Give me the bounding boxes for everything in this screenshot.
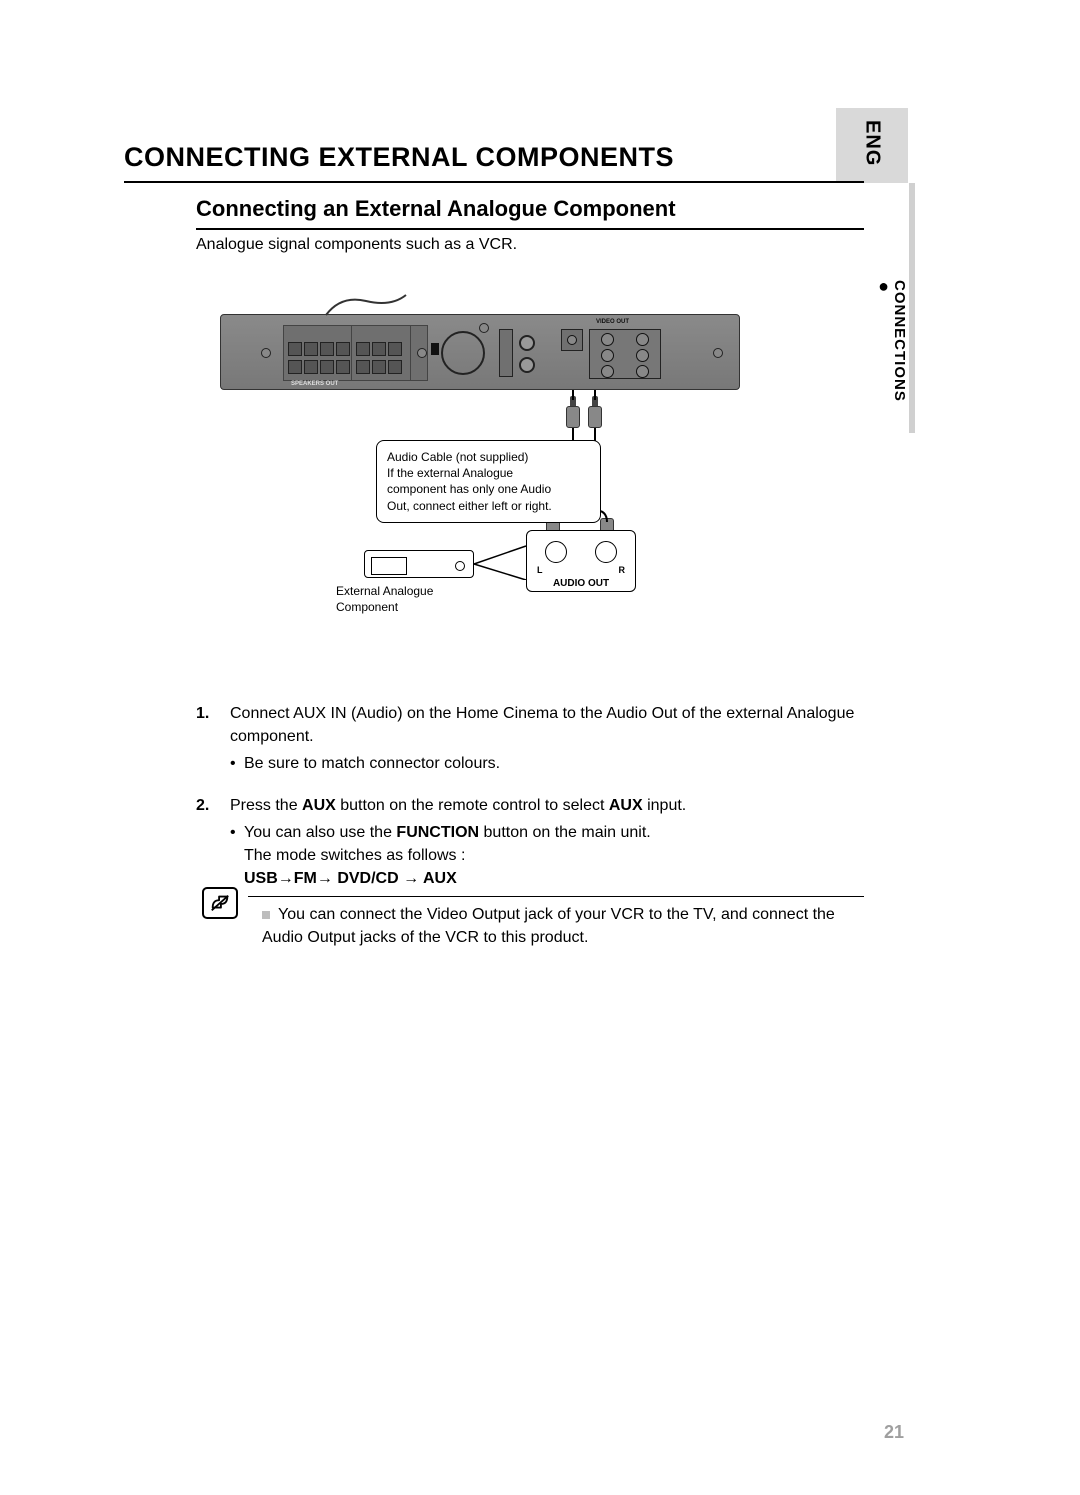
step-body: Connect AUX IN (Audio) on the Home Cinem… [230, 702, 864, 776]
port-icon [431, 343, 439, 355]
mode-sequence: USB→FM→ DVD/CD → AUX [244, 870, 457, 887]
step-text-bold: AUX [609, 797, 643, 814]
aux-in-panel [561, 329, 583, 351]
page-number: 21 [884, 1422, 904, 1443]
screw-icon [261, 348, 271, 358]
instruction-list: 1 Connect AUX IN (Audio) on the Home Cin… [196, 702, 864, 908]
step-text-part: Press the [230, 797, 302, 814]
intro-text: Analogue signal components such as a VCR… [196, 236, 517, 254]
jack-icon [519, 357, 535, 373]
step-text-bold: AUX [302, 797, 336, 814]
callout-line: component has only one Audio [387, 481, 590, 497]
audio-l-label: L [537, 565, 543, 575]
callout-line: Out, connect either left or right. [387, 498, 590, 514]
cable-plug-icon [588, 396, 602, 428]
step-text-part: You can also use the [244, 824, 396, 841]
ext-label-line: Component [336, 600, 433, 616]
ext-label-line: External Analogue [336, 584, 433, 600]
note-icon [202, 887, 238, 919]
note-bullet-icon [262, 911, 270, 919]
page-title: CONNECTING EXTERNAL COMPONENTS [124, 142, 864, 183]
cable-wire [572, 390, 574, 400]
step-text-bold: FUNCTION [396, 824, 479, 841]
receiver-rear-panel: SPEAKERS OUT VIDEO OUT [220, 314, 740, 390]
callout-line: Audio Cable (not supplied) [387, 449, 590, 465]
jack-icon [519, 335, 535, 351]
note-divider [248, 896, 864, 897]
diagram-callout: Audio Cable (not supplied) If the extern… [376, 440, 601, 523]
step-text-part: button on the main unit. [479, 824, 651, 841]
audio-jack-r [595, 541, 617, 563]
screw-icon [713, 348, 723, 358]
audio-r-label: R [619, 565, 626, 575]
step-bullet: You can also use the FUNCTION button on … [230, 821, 864, 891]
instruction-step: 1 Connect AUX IN (Audio) on the Home Cin… [196, 702, 864, 776]
step-number: 2 [196, 794, 230, 891]
cable-wire [594, 390, 596, 400]
leader-lines [472, 540, 532, 580]
step-number: 1 [196, 702, 230, 776]
audio-out-label: AUDIO OUT [527, 578, 635, 589]
fan-vent-icon [441, 331, 485, 375]
step-text-part: button on the remote control to select [336, 797, 609, 814]
speakers-out-label: SPEAKERS OUT [291, 381, 338, 387]
callout-line: If the external Analogue [387, 465, 590, 481]
note-body: You can connect the Video Output jack of… [262, 906, 835, 946]
video-out-label: VIDEO OUT [596, 319, 629, 325]
cable-plug-icon [566, 396, 580, 428]
speaker-terminal-block-2 [351, 325, 411, 381]
instruction-step: 2 Press the AUX button on the remote con… [196, 794, 864, 891]
step-text: Connect AUX IN (Audio) on the Home Cinem… [230, 705, 854, 745]
step-body: Press the AUX button on the remote contr… [230, 794, 864, 891]
screw-icon [479, 323, 489, 333]
audio-out-panel: L R AUDIO OUT [526, 530, 636, 592]
bullet-icon: ● [878, 280, 889, 292]
side-tab-bar [909, 183, 915, 433]
output-jack-panel [589, 329, 661, 379]
power-cord-icon [321, 293, 411, 317]
connection-diagram: SPEAKERS OUT VIDEO OUT [196, 292, 864, 652]
external-device-icon [364, 550, 474, 578]
step-text-line: The mode switches as follows : [244, 847, 465, 864]
screw-icon [417, 348, 427, 358]
step-bullet: Be sure to match connector colours. [230, 752, 864, 775]
audio-jack-l [545, 541, 567, 563]
note-text: You can connect the Video Output jack of… [262, 903, 862, 949]
external-device-label: External Analogue Component [336, 584, 433, 615]
port-panel [499, 329, 513, 377]
side-tab-section: ● CONNECTIONS [878, 280, 908, 402]
section-label: CONNECTIONS [891, 280, 908, 402]
section-title: Connecting an External Analogue Componen… [196, 196, 864, 230]
step-text-part: input. [643, 797, 687, 814]
